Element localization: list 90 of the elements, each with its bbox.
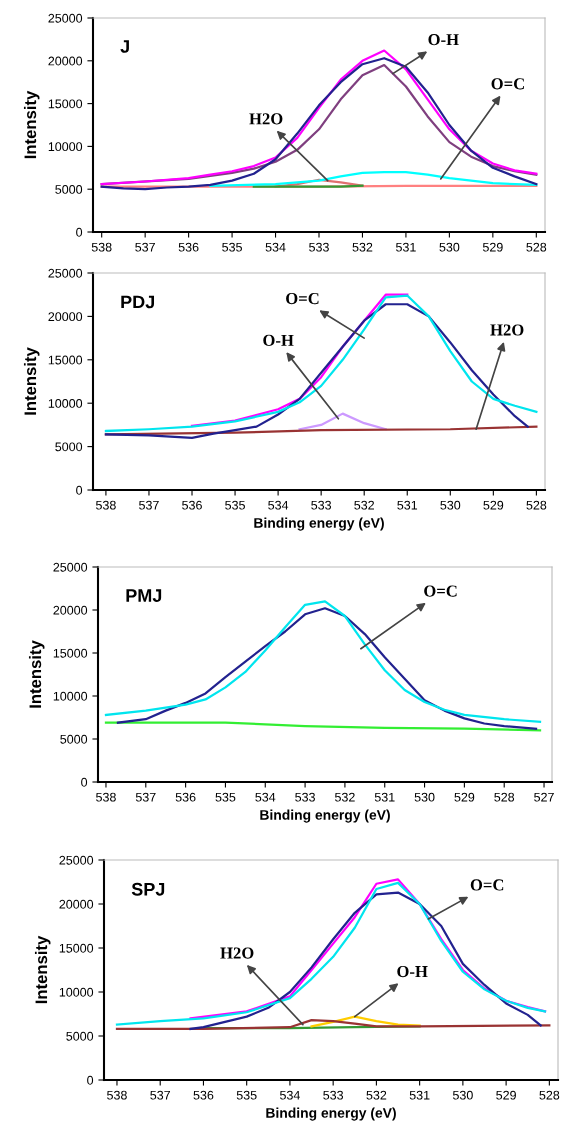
x-tick-label: 535 bbox=[225, 500, 245, 510]
x-tick-label: 536 bbox=[178, 242, 199, 252]
y-tick-label: 25000 bbox=[59, 855, 94, 865]
annotation: H2O bbox=[220, 947, 254, 959]
y-tick-label: 5000 bbox=[55, 442, 83, 452]
y-tick-label: 15000 bbox=[48, 99, 83, 109]
x-tick-label: 533 bbox=[323, 1090, 344, 1100]
x-tick-label: 534 bbox=[265, 242, 286, 252]
x-tick-label: 538 bbox=[95, 500, 116, 510]
x-tick-label: 533 bbox=[309, 242, 329, 252]
y-tick-label: 10000 bbox=[53, 691, 88, 701]
y-axis-title: Intensity bbox=[23, 347, 40, 415]
x-axis-title: Binding energy (eV) bbox=[266, 1107, 396, 1121]
x-tick-label: 538 bbox=[96, 792, 116, 802]
x-tick-label: 532 bbox=[354, 500, 374, 510]
x-tick-label: 530 bbox=[414, 792, 435, 802]
x-tick-label: 529 bbox=[483, 500, 504, 510]
annotation: O=C bbox=[424, 585, 457, 597]
x-tick-label: 527 bbox=[534, 792, 554, 802]
y-axis-title: Intensity bbox=[28, 640, 45, 708]
y-tick-label: 0 bbox=[76, 485, 83, 495]
annotation: O-H bbox=[428, 34, 459, 46]
x-tick-label: 528 bbox=[526, 500, 547, 510]
y-tick-label: 0 bbox=[81, 777, 88, 787]
annotation: O=C bbox=[470, 879, 504, 891]
x-tick-label: 531 bbox=[374, 792, 395, 802]
y-tick-label: 10000 bbox=[48, 399, 83, 408]
x-tick-label: 529 bbox=[454, 792, 475, 802]
text: PDJ bbox=[121, 295, 155, 309]
x-tick-label: 532 bbox=[366, 1090, 387, 1100]
x-tick-label: 534 bbox=[255, 792, 276, 802]
x-tick-label: 536 bbox=[175, 792, 196, 802]
y-tick-label: 5000 bbox=[66, 1031, 94, 1041]
y-tick-label: 20000 bbox=[53, 605, 88, 615]
y-tick-label: 25000 bbox=[48, 268, 83, 278]
x-tick-label: 528 bbox=[526, 242, 547, 252]
x-tick-label: 536 bbox=[182, 500, 202, 510]
y-tick-label: 0 bbox=[87, 1075, 94, 1085]
y-tick-label: 0 bbox=[76, 227, 83, 237]
text: PMJ bbox=[126, 589, 162, 602]
y-tick-label: 20000 bbox=[48, 312, 83, 322]
y-tick-label: 20000 bbox=[48, 56, 83, 66]
x-tick-label: 537 bbox=[135, 242, 155, 252]
x-tick-label: 538 bbox=[91, 242, 112, 252]
x-tick-label: 538 bbox=[107, 1090, 127, 1100]
annotation: H2O bbox=[490, 324, 524, 336]
annotation: O-H bbox=[397, 965, 428, 978]
text: SPJ bbox=[131, 882, 165, 896]
annotation: H2O bbox=[249, 113, 283, 125]
y-tick-label: 10000 bbox=[48, 142, 83, 152]
y-tick-label: 10000 bbox=[59, 987, 94, 997]
x-tick-label: 535 bbox=[222, 242, 242, 252]
x-tick-label: 529 bbox=[496, 1090, 516, 1100]
y-tick-label: 15000 bbox=[59, 943, 94, 953]
y-axis-title: Intensity bbox=[23, 90, 40, 159]
y-tick-label: 20000 bbox=[59, 899, 94, 909]
y-tick-label: 15000 bbox=[48, 355, 83, 365]
x-tick-label: 535 bbox=[236, 1090, 257, 1100]
x-tick-label: 530 bbox=[440, 500, 461, 510]
x-tick-label: 533 bbox=[295, 792, 315, 802]
y-tick-label: 25000 bbox=[48, 13, 83, 23]
x-tick-label: 531 bbox=[396, 242, 416, 252]
x-tick-label: 535 bbox=[215, 792, 236, 802]
x-tick-label: 532 bbox=[352, 242, 373, 252]
x-axis-title: Binding energy (eV) bbox=[254, 517, 384, 531]
x-tick-label: 528 bbox=[494, 792, 515, 802]
x-tick-label: 537 bbox=[150, 1090, 171, 1100]
annotation: O=C bbox=[491, 78, 524, 90]
x-tick-label: 532 bbox=[334, 792, 355, 802]
y-axis-title: Intensity bbox=[34, 935, 51, 1004]
x-tick-label: 529 bbox=[482, 242, 503, 252]
x-tick-label: 536 bbox=[193, 1090, 214, 1100]
y-tick-label: 5000 bbox=[55, 185, 83, 194]
y-tick-label: 5000 bbox=[60, 734, 88, 744]
x-tick-label: 533 bbox=[311, 500, 332, 510]
x-tick-label: 528 bbox=[539, 1090, 560, 1100]
x-tick-label: 537 bbox=[135, 792, 156, 802]
x-tick-label: 534 bbox=[268, 500, 289, 510]
annotation: O-H bbox=[263, 334, 294, 346]
x-tick-label: 531 bbox=[397, 500, 418, 510]
annotation: O=C bbox=[286, 292, 319, 305]
x-tick-label: 534 bbox=[280, 1090, 300, 1100]
x-tick-label: 537 bbox=[139, 500, 159, 510]
y-tick-label: 15000 bbox=[53, 648, 88, 658]
x-tick-label: 530 bbox=[439, 242, 460, 252]
x-axis-title: Binding energy (eV) bbox=[260, 809, 390, 823]
text: J bbox=[120, 40, 129, 53]
x-tick-label: 531 bbox=[409, 1090, 430, 1100]
y-tick-label: 25000 bbox=[53, 562, 88, 572]
x-tick-label: 530 bbox=[452, 1090, 473, 1100]
